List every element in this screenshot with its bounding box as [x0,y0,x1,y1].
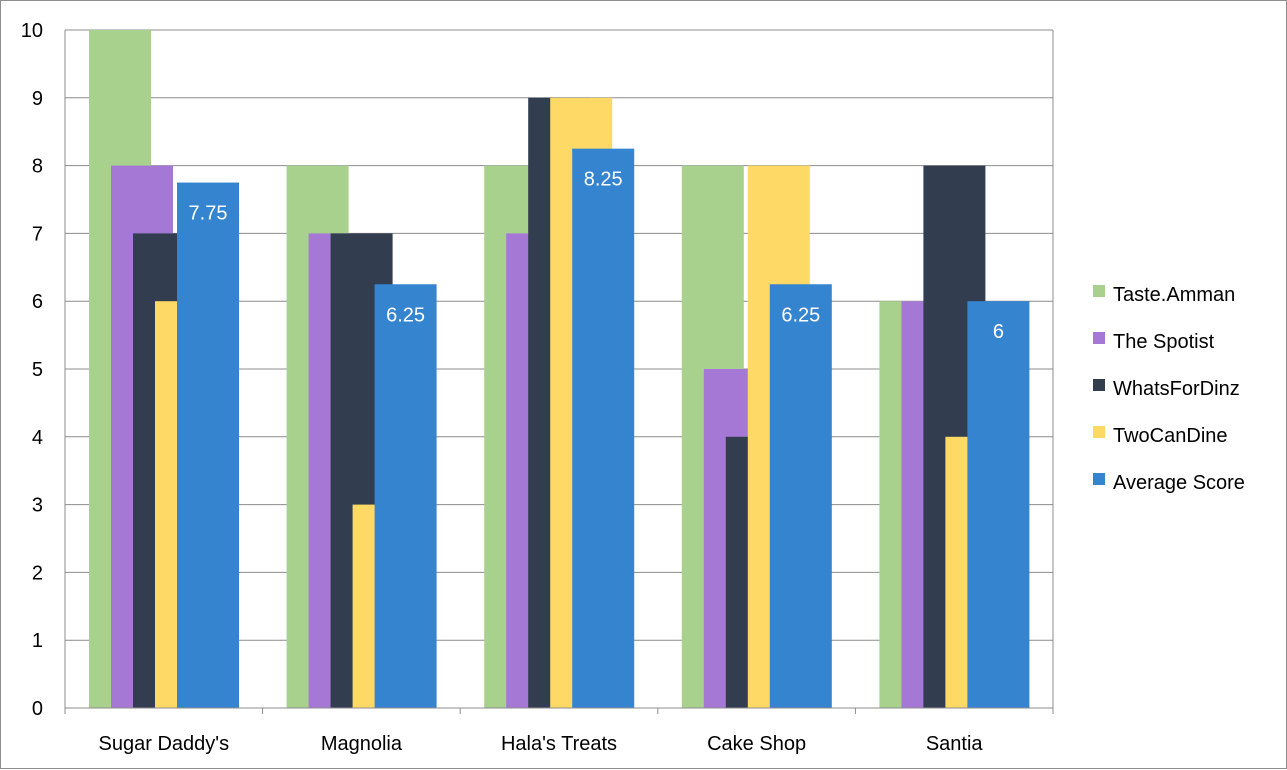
data-label: 8.25 [584,169,623,191]
data-label: 6.25 [781,304,820,326]
legend-swatch [1093,332,1105,344]
data-label: 6 [993,321,1004,343]
x-tick-label: Cake Shop [707,733,806,755]
bars [89,30,1030,709]
bar [177,182,239,709]
legend-label: The Spotist [1113,331,1215,353]
y-tick-label: 1 [32,630,43,652]
bar [374,284,437,708]
y-tick-label: 9 [32,88,43,110]
legend-label: TwoCanDine [1113,425,1228,447]
x-tick-label: Hala's Treats [501,733,617,755]
legend-swatch [1093,285,1105,297]
y-tick-label: 8 [32,156,43,178]
legend-swatch [1093,473,1105,485]
x-tick-label: Magnolia [321,733,403,755]
axes: 0 1 2 3 4 5 6 7 8 9 10 Sugar Daddy's Magnolia Hala's … [21,20,1054,755]
legend-label: Average Score [1113,472,1245,494]
y-tick-label: 10 [21,20,43,42]
data-label: 6.25 [386,304,425,326]
y-tick-label: 3 [32,495,43,517]
x-tick-label: Sugar Daddy's [99,733,230,755]
y-tick-label: 6 [32,291,43,313]
y-tick-label: 4 [32,427,43,449]
bar [572,148,635,708]
data-labels: 7.75 6.25 8.25 6.25 6 [189,169,1004,344]
legend-label: WhatsForDinz [1113,378,1240,400]
x-tick-label: Santia [926,733,984,755]
legend-label: Taste.Amman [1113,284,1235,306]
legend-swatch [1093,379,1105,391]
bar [967,301,1030,708]
y-tick-label: 7 [32,223,43,245]
y-tick-label: 0 [32,698,43,720]
legend: Taste.Amman The Spotist WhatsForDinz TwoCan… [1093,284,1245,494]
data-label: 7.75 [189,203,228,225]
bar [769,284,832,708]
y-tick-label: 2 [32,562,43,584]
legend-swatch [1093,426,1105,438]
y-tick-label: 5 [32,359,43,381]
